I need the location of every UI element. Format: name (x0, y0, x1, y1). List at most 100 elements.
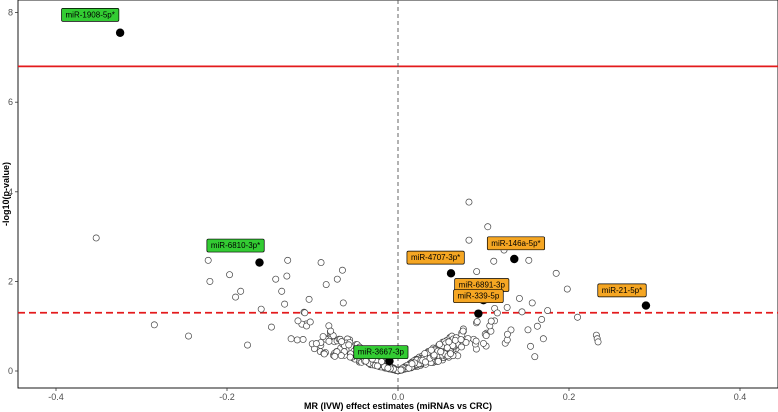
mirna-point (472, 337, 480, 345)
mirna-point (457, 343, 465, 351)
mirna-label-box (61, 7, 120, 22)
mirna-point (527, 342, 534, 350)
mirna-point (563, 285, 571, 293)
mirna-point (457, 336, 465, 344)
mirna-point (281, 300, 289, 308)
y-tick-label: 6 (8, 97, 13, 107)
mirna-point (338, 338, 346, 346)
mirna-point (150, 321, 158, 329)
mirna-point (544, 307, 552, 314)
mirna-label-box (353, 345, 409, 360)
mirna-label-text: miR-21-5p* (602, 286, 642, 295)
mirna-point (244, 341, 251, 349)
mirna-point (528, 299, 536, 307)
mirna-label-text: miR-4707-3p* (411, 253, 460, 262)
mirna-label-box (597, 283, 647, 298)
mirna-point (484, 223, 492, 231)
mirna-point (437, 348, 445, 356)
mirna-point (374, 362, 381, 370)
mirna-label-text: miR-1908-5p* (66, 10, 115, 19)
mirna-point (320, 350, 328, 358)
x-tick-label: -0.2 (219, 392, 235, 402)
y-axis: 0 2 4 6 8 (8, 8, 18, 376)
mirna-point (317, 259, 325, 267)
mirna-point (283, 272, 291, 280)
mirna-point (185, 332, 192, 340)
outlier-points (92, 198, 602, 361)
mirna-label: miR-146a-5p* (486, 236, 546, 251)
mirna-point (427, 346, 435, 354)
mirna-point (539, 335, 547, 343)
mirna-point (436, 340, 443, 348)
mirna-label-text: miR-146a-5p* (491, 239, 540, 248)
mirna-point (531, 353, 539, 361)
mirna-point (525, 256, 533, 264)
mirna-label-box (486, 236, 546, 251)
mirna-point (299, 336, 307, 343)
significant-point (385, 356, 394, 366)
mirna-point (384, 364, 392, 372)
mirna-point (490, 257, 498, 265)
mirna-point (421, 358, 429, 366)
mirna-point (507, 326, 515, 334)
mirna-label-text: miR-339-5p (457, 292, 499, 301)
mirna-label-box (206, 238, 265, 253)
y-tick-label: 4 (8, 187, 13, 197)
mirna-point (237, 287, 245, 295)
mirna-label: miR-4707-3p* (406, 250, 465, 265)
mirna-point (327, 327, 335, 335)
significant-point (474, 309, 483, 318)
significant-point (446, 269, 456, 278)
point-labels: miR-1908-5p* miR-6810-3p* miR-3667-3p miR-4… (61, 7, 647, 360)
x-tick-label: -0.4 (48, 392, 64, 402)
mirna-point (278, 287, 286, 295)
mirna-point (473, 318, 481, 326)
mirna-point (331, 352, 339, 360)
mirna-point (346, 353, 354, 361)
mirna-point (287, 335, 295, 343)
y-tick-label: 8 (8, 8, 13, 18)
mirna-label: miR-1908-5p* (61, 7, 120, 22)
mirna-point (434, 357, 442, 365)
mirna-point (312, 340, 320, 348)
mirna-label-box (406, 250, 465, 265)
mirna-label-text: miR-3667-3p (358, 348, 405, 357)
mirna-point (408, 360, 416, 368)
mirna-point (92, 234, 100, 242)
mirna-point (594, 338, 602, 346)
mirna-point (345, 341, 353, 349)
mirna-point (574, 313, 582, 321)
mirna-label: miR-339-5p (453, 289, 504, 304)
mirna-point (445, 338, 453, 346)
y-tick-label: 2 (8, 276, 13, 286)
mirna-point (338, 266, 346, 274)
significant-point (641, 301, 651, 310)
mirna-label-text: miR-6810-3p* (211, 241, 260, 250)
mirna-point (421, 350, 429, 358)
mirna-point (268, 323, 275, 331)
mirna-label-box (453, 289, 504, 304)
mirna-point (397, 366, 405, 374)
mirna-point (322, 281, 330, 288)
mirna-point (337, 352, 345, 360)
y-axis-title: -log10(p-value) (1, 162, 11, 226)
significant-point (255, 258, 264, 267)
mirna-point (465, 198, 473, 206)
mirna-point (226, 271, 234, 279)
y-tick-label: 0 (8, 366, 13, 376)
mirna-point (487, 317, 495, 325)
mirna-point (503, 336, 511, 344)
x-axis: -0.4 -0.2 0.0 0.2 0.4 (48, 388, 746, 402)
significant-points (115, 28, 651, 366)
mirna-point (284, 256, 292, 264)
mirna-point (524, 326, 532, 334)
mirna-point (447, 350, 454, 358)
mirna-label-text: miR-6891-3p (459, 280, 506, 289)
mirna-point (339, 299, 347, 307)
mirna-point (533, 322, 541, 330)
mirna-point (503, 330, 511, 338)
mirna-point (272, 275, 280, 283)
mirna-point (232, 293, 239, 301)
mirna-point (518, 308, 526, 316)
